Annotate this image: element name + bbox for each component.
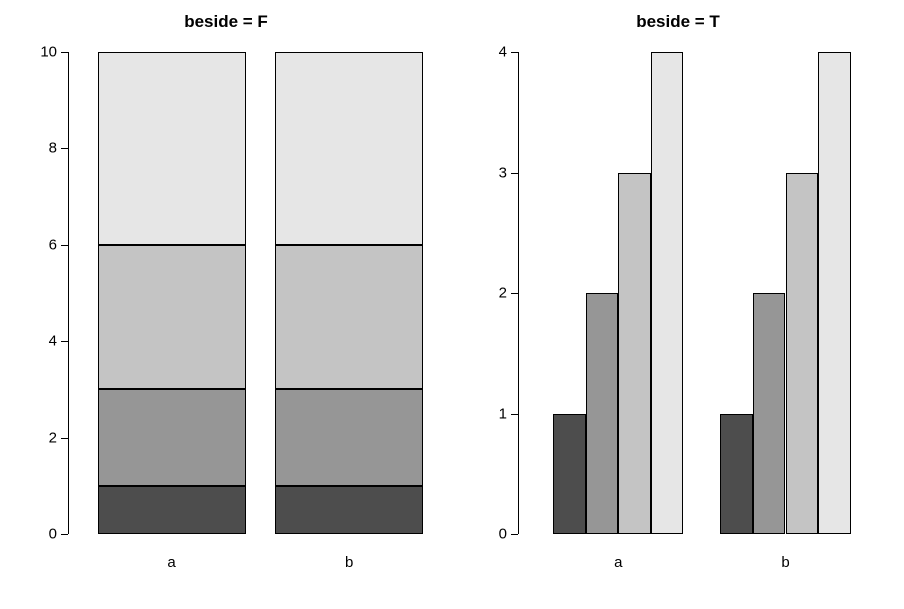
grouped-bar [818,52,851,534]
y-axis-line [518,52,519,534]
grouped-bar [586,293,619,534]
y-tick-label: 6 [33,236,57,253]
y-tick [61,534,68,535]
grouped-bar [651,52,684,534]
y-tick-label: 2 [483,285,507,302]
y-tick-label: 4 [483,44,507,61]
y-tick [61,245,68,246]
grouped-bar [618,173,651,535]
y-tick-label: 0 [33,526,57,543]
stacked-bar-segment [275,245,423,390]
y-tick [61,341,68,342]
y-tick-label: 1 [483,405,507,422]
y-tick [61,438,68,439]
y-tick-label: 0 [483,526,507,543]
y-tick [511,534,518,535]
y-tick [511,173,518,174]
stacked-bar-segment [275,52,423,245]
x-tick-label: a [614,554,622,571]
y-tick-label: 8 [33,140,57,157]
y-tick [61,148,68,149]
stacked-bar-segment [275,486,423,534]
y-tick-label: 10 [33,44,57,61]
y-tick-label: 2 [33,429,57,446]
grouped-bar [786,173,819,535]
stacked-bar-segment [98,389,246,485]
y-tick [61,52,68,53]
stacked-bar-segment [98,486,246,534]
panel-right: beside = T 0 1 2 3 4 a b [452,0,904,609]
panel-left-title: beside = F [0,12,452,32]
y-tick [511,293,518,294]
panel-right-title: beside = T [452,12,904,32]
grouped-bar [553,414,586,535]
panel-left: beside = F 0 2 4 6 8 10 a b [0,0,452,609]
x-tick-label: b [345,554,353,571]
figure-container: beside = F 0 2 4 6 8 10 a b beside = T 0 1 2 3 4 a b [0,0,904,609]
stacked-bar-segment [275,389,423,485]
stacked-bar-segment [98,245,246,390]
y-tick-label: 3 [483,164,507,181]
y-tick-label: 4 [33,333,57,350]
x-tick-label: a [167,554,175,571]
y-tick [511,52,518,53]
grouped-bar [720,414,753,535]
stacked-bar-segment [98,52,246,245]
y-axis-line [68,52,69,534]
y-tick [511,414,518,415]
x-tick-label: b [781,554,789,571]
grouped-bar [753,293,786,534]
